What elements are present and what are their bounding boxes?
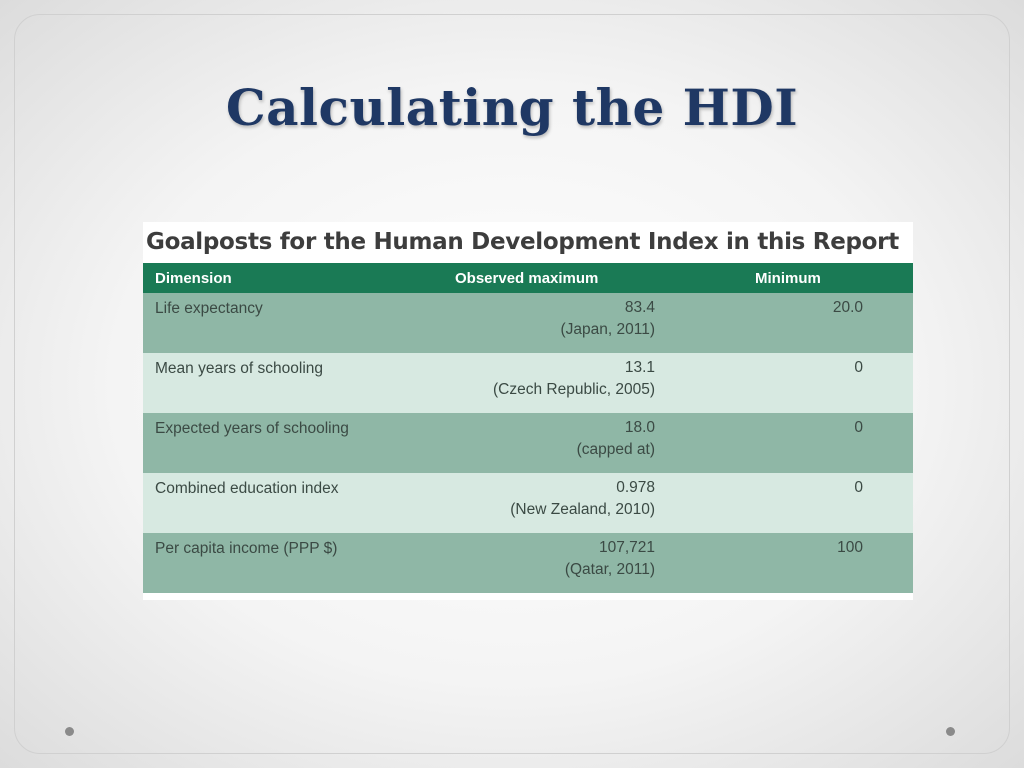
cell-dimension: Expected years of schooling <box>155 420 349 437</box>
max-note: (Japan, 2011) <box>560 321 656 338</box>
max-value: 18.0 <box>624 419 655 436</box>
header-dimension: Dimension <box>155 269 232 287</box>
cell-minimum: 0 <box>854 479 863 496</box>
slide-frame <box>14 14 1010 754</box>
bottom-right-dot <box>946 727 955 736</box>
bottom-left-dot <box>65 727 74 736</box>
goalposts-table-figure: Goalposts for the Human Development Inde… <box>143 222 913 600</box>
cell-observed-maximum: 107,721 (Qatar, 2011) <box>443 533 655 593</box>
table-header-row: Dimension Observed maximum Minimum <box>143 263 913 293</box>
cell-observed-maximum: 18.0 (capped at) <box>443 413 655 473</box>
header-minimum: Minimum <box>755 269 821 287</box>
table-row: Per capita income (PPP $) 107,721 (Qatar… <box>143 533 913 593</box>
max-value: 13.1 <box>624 359 655 376</box>
goalposts-table: Dimension Observed maximum Minimum Life … <box>143 263 913 593</box>
max-note: (Czech Republic, 2005) <box>493 381 655 398</box>
max-note: (New Zealand, 2010) <box>510 501 655 518</box>
cell-observed-maximum: 13.1 (Czech Republic, 2005) <box>443 353 655 413</box>
max-note: (capped at) <box>576 441 655 458</box>
max-note: (Qatar, 2011) <box>564 561 655 578</box>
cell-minimum: 100 <box>837 539 863 556</box>
header-observed-maximum: Observed maximum <box>455 269 599 287</box>
table-row: Combined education index 0.978 (New Zeal… <box>143 473 913 533</box>
table-row: Expected years of schooling 18.0 (capped… <box>143 413 913 473</box>
cell-dimension: Combined education index <box>155 480 339 497</box>
slide-title: Calculating the HDI <box>225 78 799 137</box>
table-row: Life expectancy 83.4 (Japan, 2011) 20.0 <box>143 293 913 353</box>
cell-observed-maximum: 0.978 (New Zealand, 2010) <box>443 473 655 533</box>
cell-dimension: Life expectancy <box>155 300 263 317</box>
cell-dimension: Mean years of schooling <box>155 360 324 377</box>
table-row: Mean years of schooling 13.1 (Czech Repu… <box>143 353 913 413</box>
cell-minimum: 20.0 <box>832 299 863 316</box>
max-value: 107,721 <box>598 539 655 556</box>
max-value: 0.978 <box>616 479 655 496</box>
table-title: Goalposts for the Human Development Inde… <box>146 229 899 255</box>
cell-minimum: 0 <box>854 359 863 376</box>
cell-dimension: Per capita income (PPP $) <box>155 540 338 557</box>
cell-minimum: 0 <box>854 419 863 436</box>
max-value: 83.4 <box>624 299 655 316</box>
cell-observed-maximum: 83.4 (Japan, 2011) <box>443 293 656 353</box>
